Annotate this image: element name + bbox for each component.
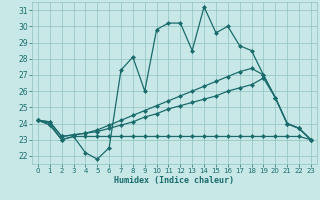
X-axis label: Humidex (Indice chaleur): Humidex (Indice chaleur) <box>115 176 234 185</box>
